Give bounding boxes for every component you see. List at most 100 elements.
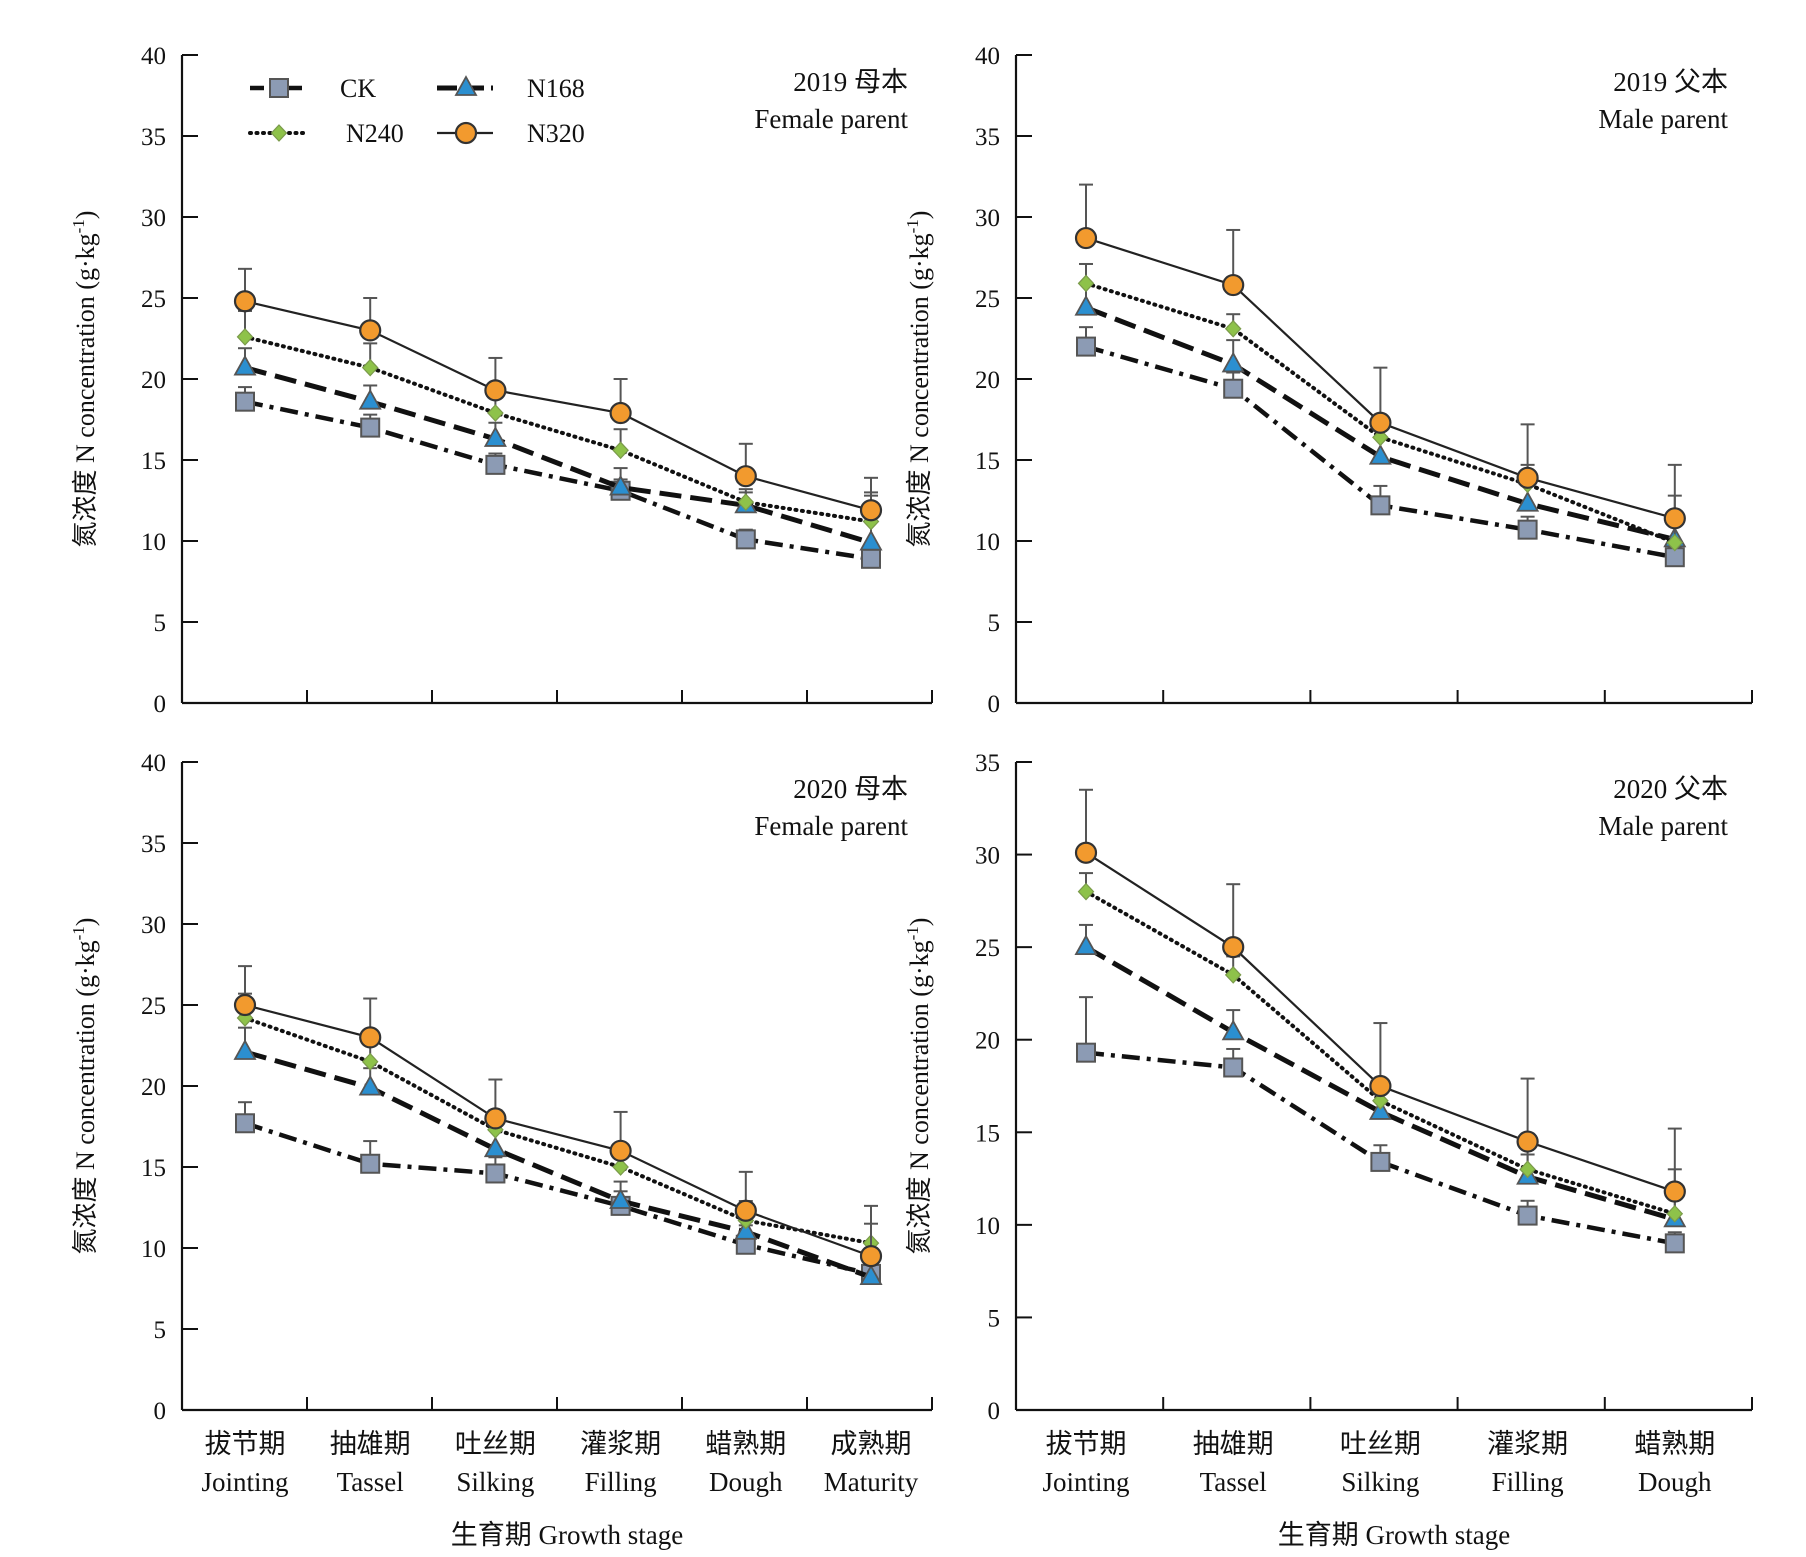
legend-label-N320: N320	[527, 119, 585, 148]
category-label-cn: 吐丝期	[455, 1429, 536, 1459]
y-axis-label-close: )	[71, 211, 100, 220]
data-point	[1369, 1074, 1392, 1098]
data-point	[1516, 466, 1539, 489]
data-point	[609, 1188, 633, 1209]
data-point	[1663, 1180, 1686, 1203]
data-point	[1221, 351, 1245, 373]
series-N240	[236, 309, 880, 531]
y-axis-label: 氮浓度 N concentration (g·kg-1)	[903, 918, 934, 1255]
y-axis-label-close: )	[905, 211, 934, 220]
panel-4: 0 5 10 15 20 25 30 35 2020 父本 Male parent 氮浓度 N co…	[903, 750, 1753, 1550]
legend-label-N240: N240	[346, 119, 404, 148]
data-point	[235, 1113, 255, 1134]
panel-3: 0 5 10 15 20 25 30 35 40 2020 母本 Female parent 氮浓度 …	[69, 750, 933, 1550]
data-point	[1372, 1091, 1389, 1110]
y-tick-label: 10	[975, 529, 1000, 556]
data-point	[1076, 1042, 1096, 1063]
category-label-cn: 蜡熟期	[1634, 1429, 1715, 1459]
legend-label-N168: N168	[527, 74, 585, 103]
data-point	[1517, 1205, 1538, 1226]
data-point	[1370, 1151, 1391, 1172]
data-point	[483, 426, 507, 447]
series-line	[244, 1049, 872, 1280]
y-axis-label-exp: -1	[903, 926, 922, 940]
y-axis-label-close: )	[905, 918, 934, 927]
series-line	[243, 334, 873, 524]
series-N168	[233, 347, 883, 551]
series-line	[243, 1015, 873, 1246]
y-tick-label: 0	[154, 691, 167, 718]
y-axis-label-exp: -1	[69, 219, 88, 233]
y-tick-label: 10	[975, 1213, 1000, 1240]
data-point	[1666, 1204, 1684, 1223]
category-label-en: Tassel	[1200, 1467, 1267, 1497]
data-point	[360, 1153, 381, 1174]
y-tick-label: 30	[141, 205, 166, 232]
data-point	[487, 404, 504, 422]
series-N320	[1074, 183, 1686, 530]
data-point	[1223, 378, 1244, 399]
series-line	[1084, 944, 1676, 1222]
y-tick-label: 15	[975, 1120, 1000, 1147]
data-point	[735, 529, 756, 550]
data-point	[1372, 428, 1389, 447]
panel-title-line2: Male parent	[1598, 104, 1728, 134]
category-label-en: Filling	[585, 1467, 657, 1497]
legend-marker-CK	[269, 78, 289, 98]
y-tick-label: 10	[141, 1236, 166, 1263]
data-point	[1519, 1160, 1536, 1179]
series-CK	[1076, 326, 1685, 568]
data-point	[1222, 936, 1245, 959]
category-label-cn: 抽雄期	[1193, 1429, 1274, 1459]
y-tick-label: 25	[975, 935, 1000, 962]
y-tick-label: 5	[154, 610, 167, 637]
data-point	[1368, 443, 1392, 465]
data-point	[1224, 966, 1242, 984]
y-axis-label: 氮浓度 N concentration (g·kg-1)	[69, 918, 100, 1255]
y-tick-label: 5	[988, 610, 1001, 637]
y-tick-label: 25	[975, 286, 1000, 313]
data-point	[612, 441, 629, 460]
category-label-cn: 拔节期	[205, 1429, 286, 1459]
panel-title-line1: 2020 父本	[1613, 774, 1728, 804]
panel-1: 0 5 10 15 20 25 30 35 40 2019 母本 Female parent 氮浓度 …	[69, 43, 933, 718]
series-line	[1085, 1050, 1676, 1246]
data-point	[859, 499, 883, 522]
y-tick-label: 20	[141, 367, 166, 394]
data-point	[361, 1052, 379, 1071]
category-label-en: Maturity	[824, 1467, 919, 1497]
y-axis-label-main: 氮浓度 N concentration (g·kg	[905, 940, 934, 1254]
y-tick-label: 40	[141, 43, 166, 70]
panel-title-line2: Female parent	[754, 811, 908, 841]
data-point	[1077, 274, 1095, 293]
series-N240	[236, 992, 880, 1253]
data-point	[1074, 294, 1098, 316]
panel-title-line1: 2019 父本	[1613, 67, 1728, 97]
data-point	[1368, 1099, 1392, 1120]
y-axis-label-main: 氮浓度 N concentration (g·kg	[71, 233, 100, 547]
data-point	[358, 388, 382, 410]
data-point	[1222, 273, 1245, 297]
data-point	[737, 493, 755, 511]
y-tick-label: 30	[975, 205, 1000, 232]
data-point	[861, 548, 881, 569]
y-tick-label: 35	[141, 124, 166, 151]
series-N320	[233, 267, 883, 522]
data-point	[358, 1074, 382, 1096]
data-point	[359, 319, 382, 342]
y-axis-label-exp: -1	[903, 219, 922, 233]
data-point	[1369, 411, 1392, 434]
y-tick-label: 10	[141, 529, 166, 556]
category-label-cn: 拔节期	[1046, 1429, 1127, 1459]
category-label-en: Filling	[1492, 1467, 1564, 1497]
data-point	[485, 454, 506, 475]
panel-title-line2: Male parent	[1598, 811, 1728, 841]
y-tick-label: 0	[988, 691, 1001, 718]
category-label-en: Tassel	[337, 1467, 404, 1497]
data-point	[612, 1158, 629, 1176]
series-CK	[1076, 996, 1685, 1254]
y-tick-label: 35	[975, 750, 1000, 777]
category-label-cn: 吐丝期	[1340, 1429, 1421, 1459]
category-label-en: Silking	[456, 1467, 534, 1497]
